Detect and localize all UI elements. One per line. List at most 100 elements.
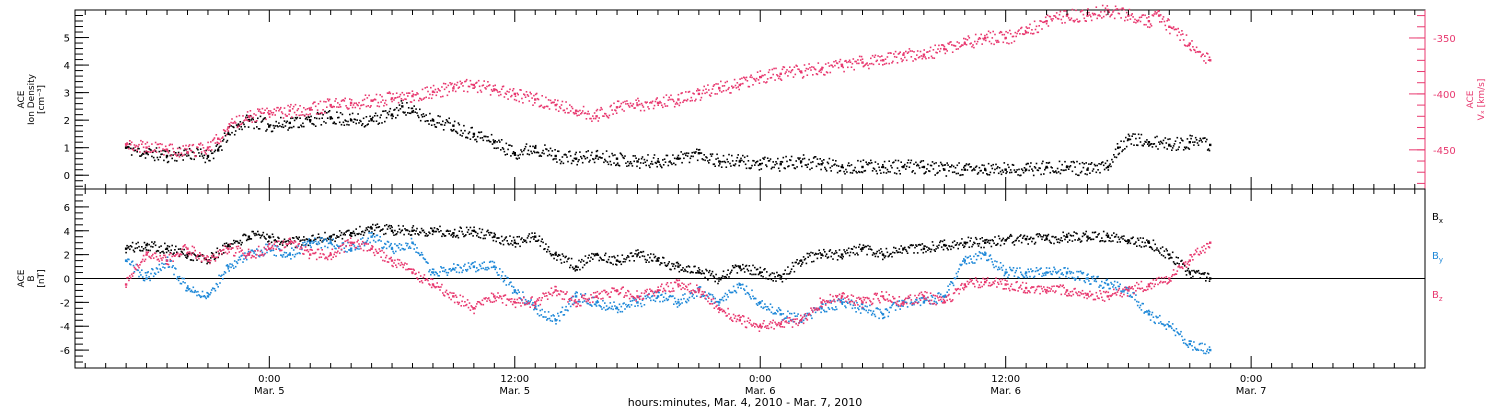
vx-series-sample xyxy=(143,151,146,154)
bx-series-sample xyxy=(144,246,147,249)
bx-series-sample xyxy=(763,268,765,271)
by-series-sample xyxy=(371,232,373,234)
by-series-sample xyxy=(951,282,954,285)
bx-series-sample xyxy=(835,251,838,254)
density-series-sample xyxy=(1159,143,1161,145)
vx-series-sample xyxy=(515,99,518,102)
density-series-sample xyxy=(154,150,157,152)
vx-series-sample xyxy=(872,63,875,66)
density-series-point xyxy=(1147,141,1151,144)
density-series-sample xyxy=(1152,143,1155,145)
vx-series-sample xyxy=(925,57,927,60)
vx-series-sample xyxy=(1015,35,1017,38)
bx-series-sample xyxy=(569,264,572,267)
bx-series-sample xyxy=(251,230,253,233)
bx-series-sample xyxy=(321,241,323,243)
bx-series-sample xyxy=(704,276,706,279)
density-series-sample xyxy=(1182,139,1184,142)
bx-series-sample xyxy=(349,234,351,236)
density-series-sample xyxy=(783,167,786,169)
vx-series-sample xyxy=(286,115,288,117)
by-series-sample xyxy=(264,247,266,250)
bx-series-sample xyxy=(628,259,631,262)
vx-series-sample xyxy=(585,118,588,120)
bx-series-sample xyxy=(440,230,442,232)
vx-series-sample xyxy=(950,41,952,43)
density-series-sample xyxy=(1135,137,1137,140)
vx-series-sample xyxy=(1126,19,1129,21)
bx-series-sample xyxy=(828,250,831,252)
bx-series-sample xyxy=(1033,243,1036,245)
density-series-sample xyxy=(714,165,716,167)
vx-series-sample xyxy=(1039,20,1041,22)
density-series-sample xyxy=(997,166,999,168)
bx-series-sample xyxy=(1047,233,1050,236)
vx-series-sample xyxy=(893,55,896,58)
vx-series-sample xyxy=(564,111,566,114)
vx-series-sample xyxy=(898,52,901,55)
by-series-sample xyxy=(1062,274,1064,276)
vx-series-sample xyxy=(617,100,620,103)
bx-series-sample xyxy=(697,267,700,269)
bx-series-sample xyxy=(171,244,173,247)
bx-series-point xyxy=(656,259,660,262)
bx-series-sample xyxy=(268,237,271,239)
b-axis-title-line: [nT] xyxy=(37,269,47,287)
vx-series-sample xyxy=(1157,10,1159,12)
bx-series-sample xyxy=(235,240,238,243)
density-series-sample xyxy=(1078,162,1081,165)
vx-series-sample xyxy=(1171,27,1173,29)
density-series-sample xyxy=(723,160,726,163)
by-series-sample xyxy=(750,297,752,300)
vx-series-point xyxy=(452,87,455,90)
density-series-sample xyxy=(740,157,742,160)
vx-series-sample xyxy=(509,88,511,91)
by-series-sample xyxy=(315,242,318,245)
vx-series-sample xyxy=(465,78,468,81)
density-series-sample xyxy=(1066,165,1068,167)
vx-series-sample xyxy=(914,58,916,60)
bx-series-sample xyxy=(493,232,496,235)
vx-series-sample xyxy=(177,153,180,155)
by-series-sample xyxy=(160,269,162,272)
bx-series-sample xyxy=(147,249,149,252)
density-series-sample xyxy=(1080,170,1083,173)
vx-series-sample xyxy=(992,30,994,33)
vx-series-sample xyxy=(663,103,666,105)
vx-series-sample xyxy=(334,100,336,102)
by-series-point xyxy=(615,307,619,310)
vx-series-sample xyxy=(160,150,162,152)
density-series-sample xyxy=(882,171,885,174)
bx-series-sample xyxy=(469,226,472,229)
by-series-sample xyxy=(196,294,198,297)
bx-series-sample xyxy=(992,240,994,242)
vx-series-sample xyxy=(761,74,763,77)
bx-series-point xyxy=(861,247,864,250)
vx-series-sample xyxy=(582,105,585,108)
vx-series-sample xyxy=(830,64,832,66)
by-series-sample xyxy=(871,312,874,315)
by-series-sample xyxy=(475,270,477,273)
density-series-sample xyxy=(1055,172,1058,174)
bx-series-sample xyxy=(272,236,275,238)
bx-series-sample xyxy=(353,232,356,235)
density-series-sample xyxy=(496,141,498,143)
vx-series-sample xyxy=(1002,41,1005,44)
by-series-sample xyxy=(1125,286,1127,288)
density-series-sample xyxy=(128,146,130,148)
by-series-sample xyxy=(1044,274,1047,276)
by-series-sample xyxy=(1026,276,1029,279)
by-series-sample xyxy=(446,274,449,276)
vx-series-sample xyxy=(932,49,935,51)
vx-series-sample xyxy=(815,73,818,75)
by-series-sample xyxy=(952,284,955,287)
bx-series-sample xyxy=(762,275,764,278)
density-series-sample xyxy=(1139,141,1142,143)
vx-series-sample xyxy=(1115,8,1118,10)
vx-series-sample xyxy=(302,114,304,116)
vx-series-sample xyxy=(399,93,402,96)
bx-series-point xyxy=(1147,241,1151,244)
bx-series-sample xyxy=(358,232,360,235)
bx-series-point xyxy=(452,232,455,235)
bx-series-sample xyxy=(660,262,662,264)
